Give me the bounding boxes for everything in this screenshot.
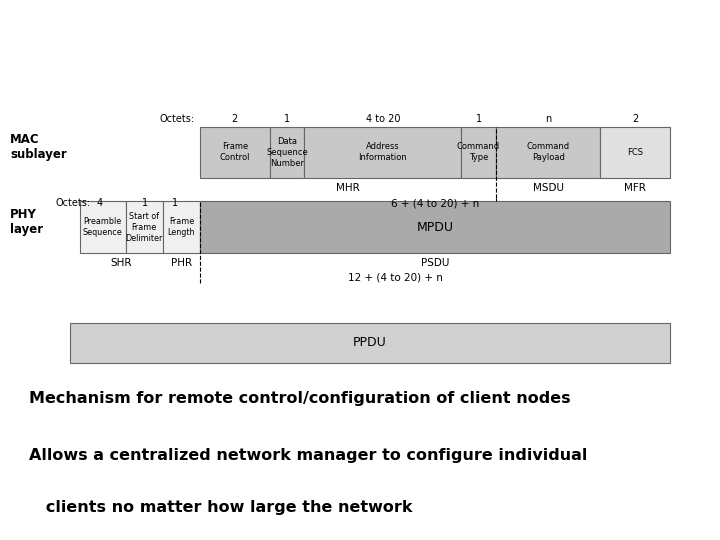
Text: Command
Payload: Command Payload bbox=[526, 143, 570, 163]
Text: 1: 1 bbox=[142, 198, 148, 208]
Bar bbox=[200, 201, 670, 253]
Text: n: n bbox=[545, 113, 552, 124]
Text: PHY
layer: PHY layer bbox=[10, 208, 43, 236]
Text: 1: 1 bbox=[172, 198, 178, 208]
Text: 4: 4 bbox=[97, 198, 103, 208]
Text: FCS: FCS bbox=[627, 148, 643, 157]
Text: Command
Type: Command Type bbox=[457, 143, 500, 163]
Bar bbox=[80, 201, 125, 253]
Text: Frame
Length: Frame Length bbox=[168, 217, 195, 237]
Text: Mechanism for remote control/configuration of client nodes: Mechanism for remote control/configurati… bbox=[29, 390, 570, 406]
Bar bbox=[125, 201, 163, 253]
Text: MAC
sublayer: MAC sublayer bbox=[10, 133, 67, 161]
Text: 6 + (4 to 20) + n: 6 + (4 to 20) + n bbox=[391, 198, 479, 208]
Text: PSDU: PSDU bbox=[420, 258, 449, 268]
Bar bbox=[600, 126, 670, 178]
Text: Data
Sequence
Number: Data Sequence Number bbox=[266, 137, 308, 168]
Bar bbox=[461, 126, 496, 178]
Text: 2: 2 bbox=[232, 113, 238, 124]
Text: Frame
Control: Frame Control bbox=[220, 143, 250, 163]
Bar bbox=[163, 201, 200, 253]
Bar bbox=[269, 126, 305, 178]
Text: SHR: SHR bbox=[111, 258, 132, 268]
Text: MPDU: MPDU bbox=[416, 221, 454, 234]
Text: 4 to 20: 4 to 20 bbox=[366, 113, 400, 124]
Text: PHR: PHR bbox=[171, 258, 192, 268]
Bar bbox=[496, 126, 600, 178]
Text: MSDU: MSDU bbox=[533, 183, 564, 193]
Bar bbox=[305, 126, 461, 178]
Text: clients no matter how large the network: clients no matter how large the network bbox=[29, 500, 413, 515]
Text: Start of
Frame
Delimiter: Start of Frame Delimiter bbox=[125, 212, 163, 243]
Text: 2: 2 bbox=[632, 113, 639, 124]
Text: MFR: MFR bbox=[624, 183, 646, 193]
Text: MAC Command Frame format: MAC Command Frame format bbox=[27, 25, 395, 46]
Text: Allows a centralized network manager to configure individual: Allows a centralized network manager to … bbox=[29, 448, 588, 463]
Text: 1: 1 bbox=[475, 113, 482, 124]
Text: Address
Information: Address Information bbox=[359, 143, 407, 163]
Text: Octets:: Octets: bbox=[160, 113, 195, 124]
Text: Preamble
Sequence: Preamble Sequence bbox=[83, 217, 122, 237]
Text: PPDU: PPDU bbox=[353, 336, 387, 349]
Bar bbox=[200, 126, 269, 178]
Text: 1: 1 bbox=[284, 113, 290, 124]
Text: 12 + (4 to 20) + n: 12 + (4 to 20) + n bbox=[348, 273, 442, 283]
Text: Octets:: Octets: bbox=[55, 198, 90, 208]
Bar bbox=[70, 323, 670, 363]
Text: MHR: MHR bbox=[336, 183, 360, 193]
